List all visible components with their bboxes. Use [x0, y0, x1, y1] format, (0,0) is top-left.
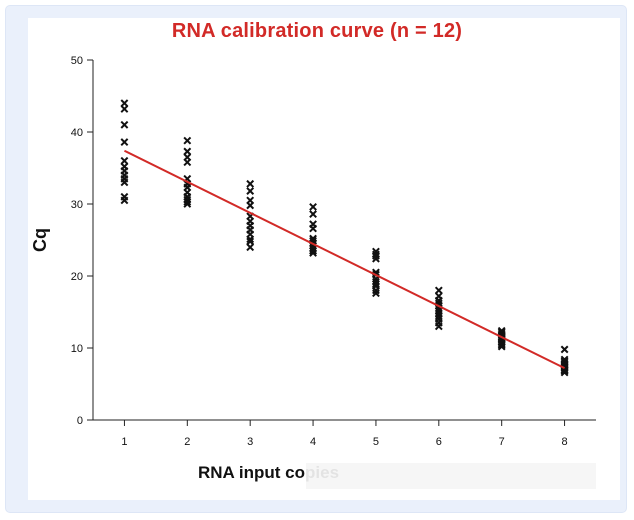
data-point	[309, 210, 317, 218]
y-tick-label: 10	[71, 343, 83, 355]
data-point	[560, 359, 569, 368]
y-tick-label: 20	[71, 271, 83, 283]
data-point	[246, 237, 255, 246]
x-tick-label: 1	[121, 436, 127, 448]
x-tick-label: 6	[436, 436, 442, 448]
data-point	[372, 280, 380, 288]
chart-title: RNA calibration curve (n = 12)	[171, 20, 463, 42]
data-point	[120, 99, 129, 108]
x-tick-label: 5	[373, 436, 379, 448]
x-tick-label: 4	[310, 436, 316, 448]
data-point	[434, 322, 443, 331]
x-tick-label: 7	[499, 436, 505, 448]
data-point	[246, 243, 255, 252]
chart-frame	[6, 6, 626, 512]
data-point	[183, 158, 192, 167]
x-tick-label: 3	[247, 436, 253, 448]
data-point	[309, 246, 317, 255]
data-point	[309, 224, 317, 233]
x-tick-label: 2	[184, 436, 190, 448]
data-point	[309, 202, 317, 211]
data-point	[497, 328, 506, 337]
data-point	[497, 338, 506, 347]
data-point	[560, 345, 569, 354]
data-point	[183, 147, 192, 156]
data-point	[120, 105, 129, 113]
data-point	[372, 251, 380, 260]
data-point	[183, 197, 192, 206]
data-point	[246, 235, 255, 244]
data-point	[372, 289, 380, 298]
data-point	[120, 156, 129, 165]
x-tick-label: 8	[562, 436, 568, 448]
data-point	[309, 249, 317, 257]
x-axis-label: RNA input copies	[198, 463, 340, 482]
data-point	[120, 196, 129, 205]
data-point	[434, 286, 443, 295]
data-point	[120, 138, 129, 146]
data-point	[246, 201, 255, 210]
y-tick-label: 30	[71, 199, 83, 211]
data-point	[120, 120, 129, 129]
data-point	[246, 179, 255, 188]
watermark-overlay	[306, 463, 596, 489]
y-tick-label: 50	[71, 55, 83, 67]
data-point	[560, 368, 569, 377]
fit-line	[123, 149, 566, 370]
data-point	[246, 187, 255, 195]
data-point	[183, 136, 192, 145]
y-tick-label: 0	[77, 415, 83, 427]
data-point	[183, 200, 192, 208]
y-tick-label: 40	[71, 127, 83, 139]
data-point	[120, 178, 129, 187]
